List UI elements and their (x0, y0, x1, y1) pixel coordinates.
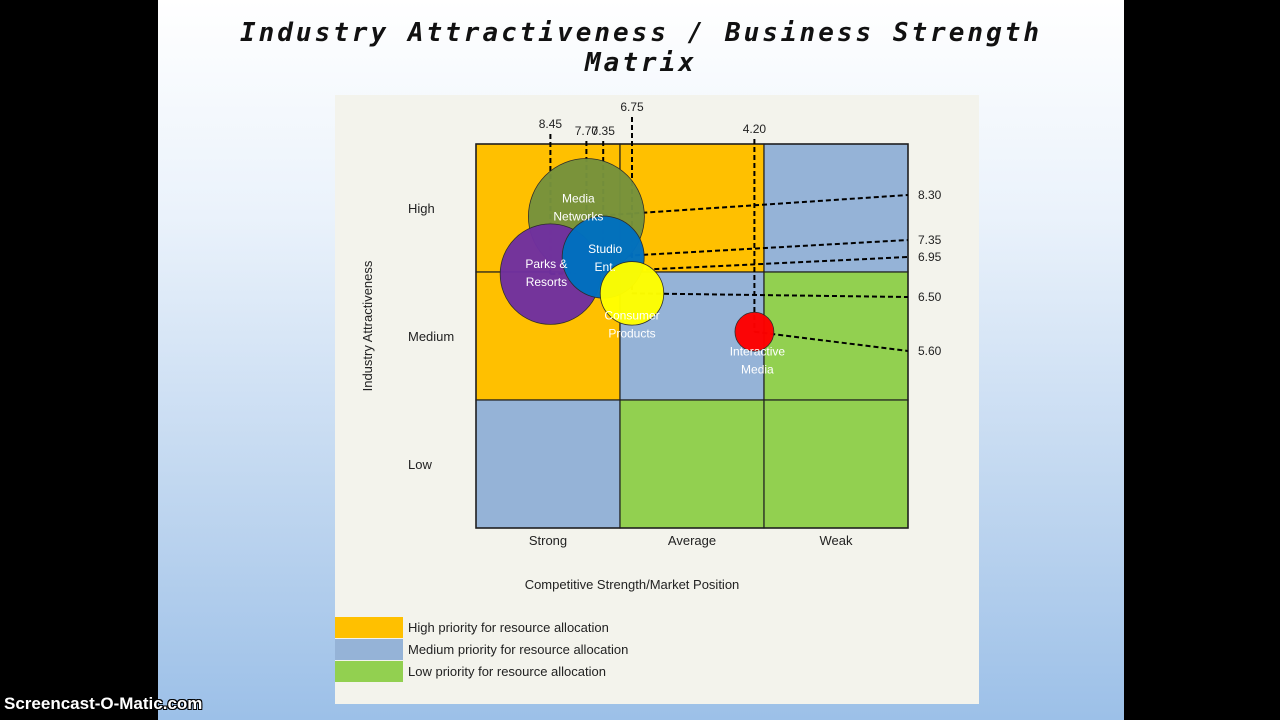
bubble-label: Parks & (525, 257, 567, 271)
y-tick-label-low: Low (408, 457, 432, 472)
legend-swatch-low (335, 660, 403, 682)
legend-swatch-medium (335, 638, 403, 660)
y-tick-label-medium: Medium (408, 329, 454, 344)
legend-item-high: High priority for resource allocation (335, 616, 609, 638)
bubble-label: Consumer (604, 308, 659, 322)
x-tick-label-strong: Strong (529, 533, 567, 548)
x-value-label: 7.70 (575, 124, 599, 138)
page-title: Industry Attractiveness / Business Stren… (158, 18, 1124, 78)
title-line-1: Industry Attractiveness / Business Stren… (239, 18, 1043, 48)
guide-line-horizontal (586, 194, 909, 218)
matrix-cell-high-weak (763, 143, 909, 273)
x-tick-label-average: Average (668, 533, 716, 548)
matrix-cell-medium-weak (763, 271, 909, 401)
bubble-label: Networks (553, 210, 603, 224)
legend-label-high: High priority for resource allocation (408, 619, 609, 635)
legend-label-low: Low priority for resource allocation (408, 663, 606, 679)
legend-item-low: Low priority for resource allocation (335, 660, 606, 682)
title-line-2: Matrix (585, 48, 697, 78)
x-value-label: 8.45 (539, 117, 563, 131)
y-value-label: 5.60 (918, 344, 942, 358)
guide-line-horizontal (754, 330, 909, 352)
legend-swatch-high (335, 616, 403, 638)
guide-line-horizontal (603, 239, 909, 259)
x-value-label: 7.35 (592, 124, 616, 138)
bubble-label: Studio (588, 242, 622, 256)
legend-label-medium: Medium priority for resource allocation (408, 641, 629, 657)
bubble-label: Ent. (595, 260, 616, 274)
x-axis-title: Competitive Strength/Market Position (525, 577, 740, 592)
legend-item-medium: Medium priority for resource allocation (335, 638, 628, 660)
y-axis-title: Industry Attractiveness (360, 260, 375, 391)
y-tick-label-high: High (408, 201, 435, 216)
bubble-interactive-media (734, 311, 775, 352)
watermark: Screencast-O-Matic.com (4, 694, 203, 713)
bubble-label: Products (608, 326, 655, 340)
y-value-label: 6.95 (918, 250, 942, 264)
x-value-label: 6.75 (620, 100, 644, 114)
x-value-label: 4.20 (743, 122, 767, 136)
y-value-label: 6.50 (918, 290, 942, 304)
y-value-label: 8.30 (918, 188, 942, 202)
x-tick-label-weak: Weak (820, 533, 853, 548)
matrix-border (475, 143, 909, 529)
matrix-cell-low-average (619, 399, 765, 529)
matrix-cell-low-strong (475, 399, 621, 529)
matrix-cell-low-weak (763, 399, 909, 529)
bubble-label: Resorts (526, 275, 567, 289)
bubble-consumer-products (599, 261, 665, 326)
guide-line-horizontal (631, 292, 909, 298)
y-value-label: 7.35 (918, 233, 942, 247)
bubble-label: Media (741, 363, 774, 377)
matrix-chart: Strong Average Weak High Medium Low Competitiv… (360, 100, 942, 592)
chart-panel: Strong Average Weak High Medium Low Competitiv… (335, 95, 979, 704)
bubble-label: Media (562, 192, 595, 206)
bubble-label: Interactive (730, 345, 786, 359)
